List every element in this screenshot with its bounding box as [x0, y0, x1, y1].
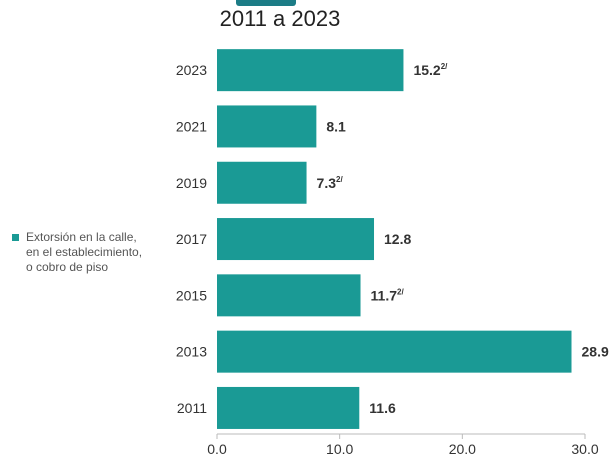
title-fragment: [236, 0, 296, 6]
category-label: 2019: [176, 175, 207, 191]
chart-subtitle: 2011 a 2023: [219, 6, 341, 31]
data-label-note: 2/: [441, 62, 448, 71]
data-label-note: 2/: [336, 175, 343, 184]
data-label: 7.32/: [317, 175, 344, 191]
title-fragment-strip: [0, 0, 613, 8]
data-label: 11.6: [369, 400, 396, 416]
data-label: 12.8: [384, 231, 411, 247]
bar: [217, 330, 572, 373]
bar: [217, 274, 361, 317]
data-label: 11.72/: [371, 287, 405, 303]
x-tick-label: 10.0: [326, 441, 353, 457]
bar: [217, 49, 404, 92]
data-label: 8.1: [326, 118, 346, 134]
x-tick-label: 20.0: [449, 441, 476, 457]
bar: [217, 386, 360, 429]
data-label: 15.22/: [413, 62, 448, 78]
category-label: 2013: [176, 344, 207, 360]
bar: [217, 105, 317, 148]
x-tick-label: 30.0: [571, 441, 598, 457]
bar: [217, 218, 375, 261]
category-label: 2011: [177, 400, 207, 416]
bar: [217, 161, 307, 204]
category-label: 2017: [176, 231, 207, 247]
category-label: 2021: [176, 118, 207, 134]
category-label: 2015: [176, 287, 207, 303]
legend-swatch: [12, 234, 19, 241]
data-label: 28.9: [582, 344, 609, 360]
category-label: 2023: [176, 62, 207, 78]
x-tick-label: 0.0: [207, 441, 227, 457]
data-label-note: 2/: [397, 287, 404, 296]
legend-label: Extorsión en la calle, en el establecimi…: [26, 230, 143, 274]
